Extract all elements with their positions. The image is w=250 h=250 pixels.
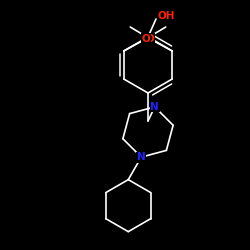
Text: O: O <box>142 34 150 44</box>
Text: N: N <box>150 102 159 112</box>
Text: OH: OH <box>157 11 175 21</box>
Text: N: N <box>137 152 146 162</box>
Text: O: O <box>146 34 154 44</box>
